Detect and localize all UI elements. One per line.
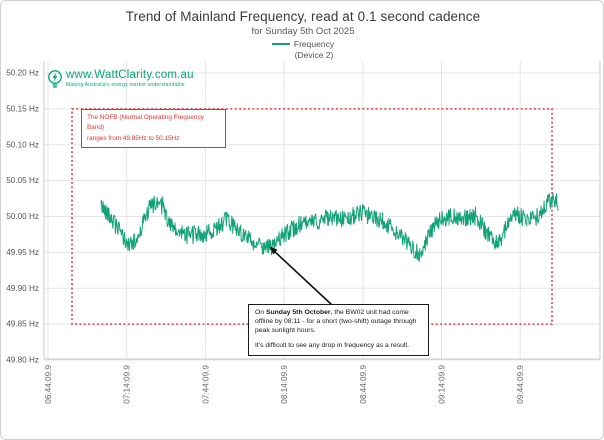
brand-url: www.WattClarity.com.au <box>66 69 194 81</box>
y-axis-label: 50.05 Hz <box>6 176 39 185</box>
brand-tagline: Making Australia's energy market underst… <box>66 82 194 88</box>
nofb-note-line1: The NOFB (Normal Operating Frequency Ban… <box>87 113 220 134</box>
event-note-paragraph-1: On Sunday 5th October, the BW02 unit had… <box>255 309 422 336</box>
y-axis-label: 49.80 Hz <box>6 356 39 365</box>
event-note-paragraph-2: It's difficult to see any drop in freque… <box>255 342 422 351</box>
wattclarity-logo: www.WattClarity.com.au Making Australia'… <box>47 69 194 90</box>
y-axis-label: 50.20 Hz <box>6 69 39 78</box>
nofb-note-line2: ranges from 49.85Hz to 50.15Hz <box>87 134 220 144</box>
x-axis-label: 07:44:09.9 <box>201 365 210 404</box>
y-axis-label: 50.00 Hz <box>6 212 39 221</box>
x-axis-label: 08:44:09.9 <box>359 365 368 404</box>
chart-image: Trend of Mainland Frequency, read at 0.1… <box>0 0 604 440</box>
event-note-box: On Sunday 5th October, the BW02 unit had… <box>248 304 429 356</box>
frequency-chart: 50.20 Hz 50.15 Hz 50.10 Hz 50.05 Hz 50.00 Hz… <box>1 1 604 440</box>
x-axis-label: 09:44:09.9 <box>516 365 525 404</box>
annotation-arrow <box>270 247 333 306</box>
y-axis-label: 50.15 Hz <box>6 104 39 113</box>
nofb-note-box: The NOFB (Normal Operating Frequency Ban… <box>81 109 226 148</box>
y-axis-label: 49.95 Hz <box>6 248 39 257</box>
x-axis-label: 09:14:09.9 <box>438 365 447 404</box>
y-axis-label: 50.10 Hz <box>6 140 39 149</box>
frequency-trace <box>101 193 558 262</box>
lightbulb-bolt-icon <box>47 69 63 90</box>
y-axis-label: 49.90 Hz <box>6 284 39 293</box>
x-axis-label: 06:44:09.9 <box>44 365 53 404</box>
y-axis-label: 49.85 Hz <box>6 320 39 329</box>
x-axis-label: 07:14:09.9 <box>123 365 132 404</box>
x-axis-label: 08:14:09.9 <box>280 365 289 404</box>
